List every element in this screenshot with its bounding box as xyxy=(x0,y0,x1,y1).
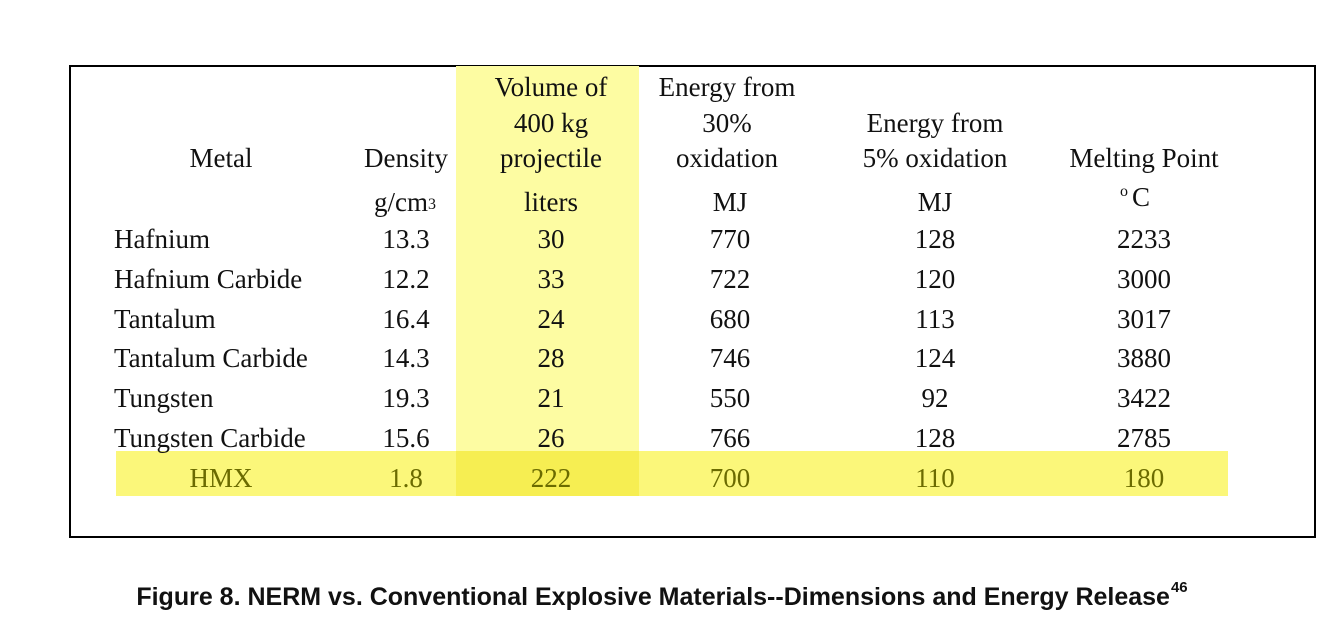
hmx-volume: 222 xyxy=(530,463,572,493)
row-5-metal-cell: Tungsten xyxy=(114,383,214,413)
unit-density-exponent: 3 xyxy=(428,196,436,213)
row-4-volume-cell: 28 xyxy=(537,343,565,373)
row-1-energy30-cell: 770 xyxy=(709,224,751,254)
volume-column-highlight xyxy=(456,66,639,496)
hmx-metal: HMX xyxy=(189,463,253,493)
unit-energy30: MJ xyxy=(712,187,748,217)
row-1-energy5-cell: 128 xyxy=(914,224,956,254)
row-2-energy5-cell: 120 xyxy=(914,264,956,294)
row-6-melting-cell: 2785 xyxy=(1117,423,1171,453)
row-4-energy5-cell: 124 xyxy=(914,343,956,373)
header-energy30-line3: oxidation xyxy=(676,143,778,173)
header-energy30-line2: 30% xyxy=(702,108,752,138)
row-5-melting-cell: 3422 xyxy=(1117,383,1171,413)
row-5-energy30-cell: 550 xyxy=(709,383,751,413)
hmx-density: 1.8 xyxy=(389,463,423,493)
header-energy30-line1: Energy from xyxy=(658,72,796,102)
row-5-volume-cell: 21 xyxy=(537,383,565,413)
row-1-density-cell: 13.3 xyxy=(382,224,430,254)
header-volume-line3: projectile xyxy=(500,143,602,173)
unit-volume: liters xyxy=(524,187,578,217)
header-melting: Melting Point xyxy=(1069,143,1219,173)
row-3-energy30-cell: 680 xyxy=(709,304,751,334)
hmx-energy30: 700 xyxy=(709,463,751,493)
row-1-volume-cell: 30 xyxy=(537,224,565,254)
row-3-density-cell: 16.4 xyxy=(382,304,430,334)
row-3-energy5-cell: 113 xyxy=(915,304,955,334)
row-2-metal-cell: Hafnium Carbide xyxy=(114,264,303,294)
header-energy5-line2: 5% oxidation xyxy=(862,143,1008,173)
header-volume-line2: 400 kg xyxy=(513,108,589,138)
row-1-metal-cell: Hafnium xyxy=(114,224,210,254)
row-6-density-cell: 15.6 xyxy=(382,423,430,453)
hmx-energy5: 110 xyxy=(915,463,955,493)
hmx-melting: 180 xyxy=(1123,463,1165,493)
row-3-metal-cell: Tantalum xyxy=(114,304,216,334)
row-2-density-cell: 12.2 xyxy=(382,264,430,294)
row-5-density-cell: 19.3 xyxy=(382,383,430,413)
row-6-metal-cell: Tungsten Carbide xyxy=(114,423,306,453)
caption-text: Figure 8. NERM vs. Conventional Explosiv… xyxy=(136,583,1170,611)
row-1-melting-cell: 2233 xyxy=(1117,224,1171,254)
row-3-volume-cell: 24 xyxy=(537,304,565,334)
row-4-density-cell: 14.3 xyxy=(382,343,430,373)
hmx-volume-cell-highlight xyxy=(456,451,639,496)
header-energy5-line1: Energy from xyxy=(866,108,1004,138)
figure-caption: Figure 8. NERM vs. Conventional Explosiv… xyxy=(0,579,1324,618)
row-2-volume-cell: 33 xyxy=(537,264,565,294)
row-6-energy5-cell: 128 xyxy=(914,423,956,453)
header-density: Density xyxy=(364,143,448,173)
row-4-energy30-cell: 746 xyxy=(709,343,751,373)
row-4-metal-cell: Tantalum Carbide xyxy=(114,343,308,373)
unit-energy5: MJ xyxy=(917,187,953,217)
unit-density-base: g/cm xyxy=(374,187,428,217)
header-metal: Metal xyxy=(189,143,253,173)
row-2-energy30-cell: 722 xyxy=(709,264,751,294)
hmx-row-highlight xyxy=(116,451,1228,496)
table-frame xyxy=(69,65,1316,538)
unit-density: g/cm3 xyxy=(374,185,436,219)
row-2-melting-cell: 3000 xyxy=(1117,264,1171,294)
header-volume-line1: Volume of xyxy=(494,72,608,102)
caption-footnote: 46 xyxy=(1170,579,1188,596)
row-5-energy5-cell: 92 xyxy=(921,383,949,413)
row-3-melting-cell: 3017 xyxy=(1117,304,1171,334)
unit-celsius: C xyxy=(1132,182,1151,212)
row-4-melting-cell: 3880 xyxy=(1117,343,1171,373)
row-6-volume-cell: 26 xyxy=(537,423,565,453)
row-6-energy30-cell: 766 xyxy=(709,423,751,453)
degree-symbol: o xyxy=(1120,183,1128,200)
